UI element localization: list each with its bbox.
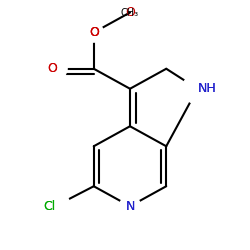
- Text: CH₃: CH₃: [121, 8, 139, 18]
- Text: O: O: [125, 6, 135, 19]
- Text: O: O: [89, 26, 99, 39]
- Circle shape: [40, 191, 70, 222]
- Circle shape: [86, 25, 101, 40]
- Circle shape: [48, 59, 67, 78]
- Text: O: O: [48, 62, 58, 75]
- Circle shape: [120, 196, 141, 217]
- Text: O: O: [48, 62, 58, 75]
- Text: N: N: [125, 200, 135, 213]
- Text: N: N: [125, 200, 135, 213]
- Text: O: O: [89, 26, 99, 39]
- Text: Cl: Cl: [43, 200, 55, 213]
- Text: Cl: Cl: [43, 200, 55, 213]
- Text: NH: NH: [198, 82, 216, 95]
- Circle shape: [182, 74, 212, 104]
- Circle shape: [84, 23, 103, 42]
- Text: O: O: [89, 26, 99, 39]
- Text: NH: NH: [198, 82, 216, 95]
